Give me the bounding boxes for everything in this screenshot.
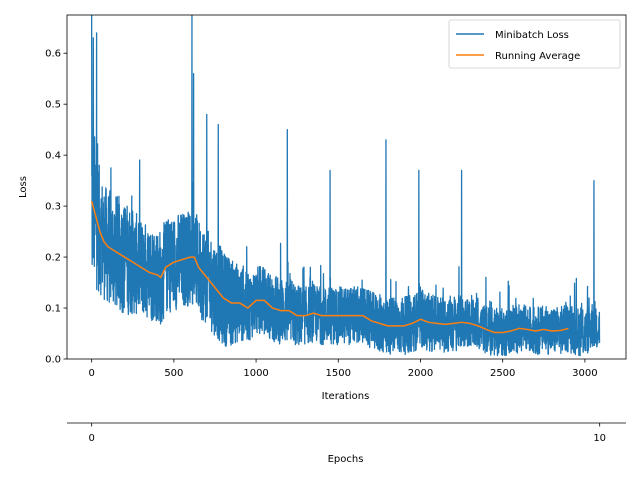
epoch-tick-label: 10 <box>593 433 606 444</box>
x-tick-label: 500 <box>164 368 183 379</box>
y-tick-label: 0.5 <box>45 100 61 111</box>
x-axis: 0 500 1000 1500 2000 2500 3000 <box>88 359 598 379</box>
x-tick-label: 1000 <box>243 368 268 379</box>
legend: Minibatch Loss Running Average <box>448 19 621 69</box>
y-tick-label: 0.3 <box>45 202 61 213</box>
y-tick-label: 0.6 <box>45 49 61 60</box>
epoch-tick-label: 0 <box>88 433 94 444</box>
series-layer <box>90 15 601 357</box>
x-tick-label: 0 <box>88 368 94 379</box>
y-tick-label: 0.2 <box>45 253 61 264</box>
epoch-axis: 0 10 <box>67 422 626 444</box>
y-tick-label: 0.4 <box>45 151 61 162</box>
x-tick-label: 3000 <box>572 368 597 379</box>
x-tick-label: 2000 <box>408 368 433 379</box>
legend-label-running: Running Average <box>495 51 580 62</box>
series-line-running-average <box>90 200 569 334</box>
legend-label-minibatch: Minibatch Loss <box>495 30 569 41</box>
x-tick-label: 1500 <box>326 368 351 379</box>
series-line-minibatch-loss <box>91 15 601 357</box>
epoch-axis-title: Epochs <box>328 454 364 465</box>
plot-frame <box>66 14 627 360</box>
y-tick-label: 0.0 <box>45 355 61 366</box>
x-tick-label: 2500 <box>490 368 515 379</box>
legend-box <box>448 19 621 69</box>
y-tick-label: 0.1 <box>45 304 61 315</box>
x-axis-title: Iterations <box>322 391 370 402</box>
y-axis-title: Loss <box>18 176 29 198</box>
y-axis: 0.0 0.1 0.2 0.3 0.4 0.5 0.6 <box>45 49 67 366</box>
